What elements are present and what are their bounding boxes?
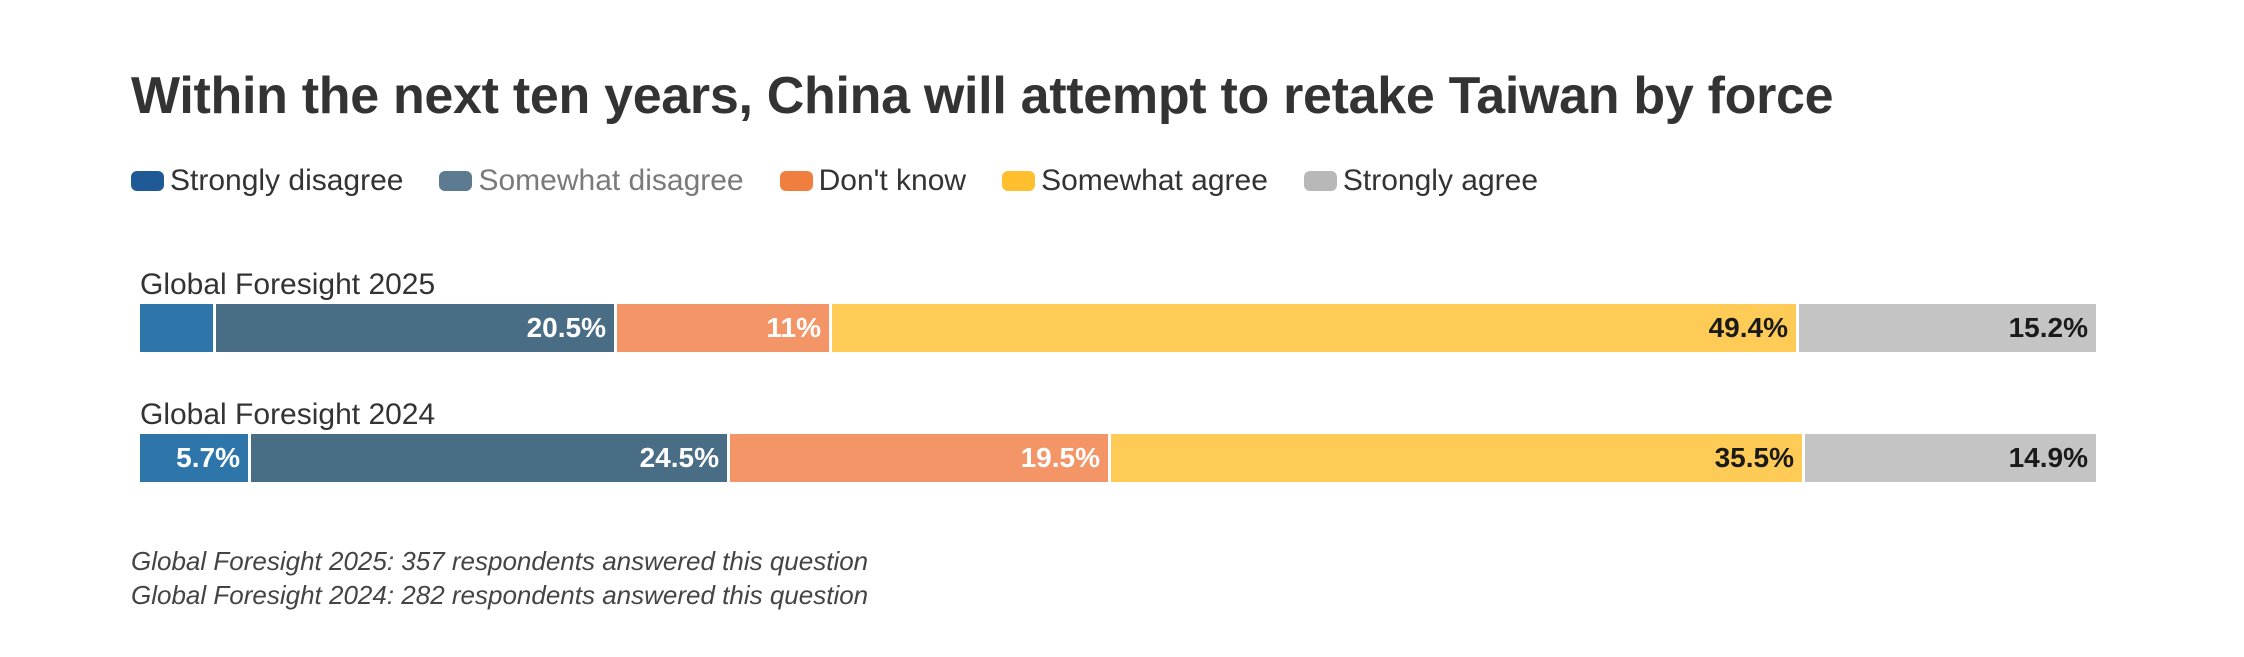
- legend-item: Strongly agree: [1303, 164, 1539, 198]
- data-label: 5.7%: [176, 442, 240, 473]
- legend-swatch: [1002, 171, 1036, 191]
- data-label: 15.2%: [2008, 312, 2088, 343]
- data-label: 19.5%: [1020, 442, 1100, 473]
- bar-segment: 11%: [617, 304, 832, 352]
- legend-item: Strongly disagree: [131, 164, 403, 198]
- chart-legend: Strongly disagree Somewhat disagree Don't …: [131, 164, 1574, 198]
- legend-swatch: [131, 171, 164, 191]
- legend-label: Strongly agree: [1342, 164, 1539, 197]
- row-label: Global Foresight 2024: [140, 398, 436, 431]
- row-label: Global Foresight 2025: [140, 268, 436, 301]
- data-label: 14.9%: [2008, 442, 2088, 473]
- bar-segment: 19.5%: [730, 434, 1111, 482]
- legend-swatch: [1303, 171, 1337, 191]
- chart-title: Within the next ten years, China will at…: [131, 67, 1834, 125]
- legend-item: Somewhat agree: [1002, 164, 1268, 198]
- bar-segment: 5.7%: [140, 434, 251, 482]
- note-2024: Global Foresight 2024: 282 respondents a…: [131, 580, 869, 610]
- data-label: 20.5%: [526, 312, 606, 343]
- data-label: 49.4%: [1708, 312, 1788, 343]
- data-label: 11%: [766, 312, 822, 343]
- legend-swatch: [779, 171, 813, 191]
- legend-item: Somewhat disagree: [439, 164, 744, 198]
- stacked-bar: 5.7% 24.5% 19.5% 35.5% 14.9%: [140, 434, 2096, 482]
- data-label: 35.5%: [1714, 442, 1794, 473]
- legend-item: Don't know: [779, 164, 967, 198]
- chart-notes: Global Foresight 2025: 357 respondents a…: [131, 544, 868, 612]
- bar-segment: 14.9%: [1805, 434, 2096, 482]
- stacked-bar: 20.5% 11% 49.4% 15.2%: [140, 304, 2096, 352]
- legend-label: Don't know: [818, 164, 967, 197]
- bar-segment: [140, 304, 216, 352]
- bar-segment: 20.5%: [216, 304, 617, 352]
- legend-label: Somewhat agree: [1041, 164, 1268, 197]
- bar-segment: 35.5%: [1111, 434, 1805, 482]
- bar-segment: 15.2%: [1799, 304, 2096, 352]
- legend-label: Strongly disagree: [170, 164, 404, 197]
- bar-segment: 49.4%: [832, 304, 1799, 352]
- legend-swatch: [439, 171, 473, 191]
- note-2025: Global Foresight 2025: 357 respondents a…: [131, 546, 869, 576]
- legend-label: Somewhat disagree: [478, 164, 744, 197]
- bar-segment: 24.5%: [251, 434, 730, 482]
- data-label: 24.5%: [639, 442, 719, 473]
